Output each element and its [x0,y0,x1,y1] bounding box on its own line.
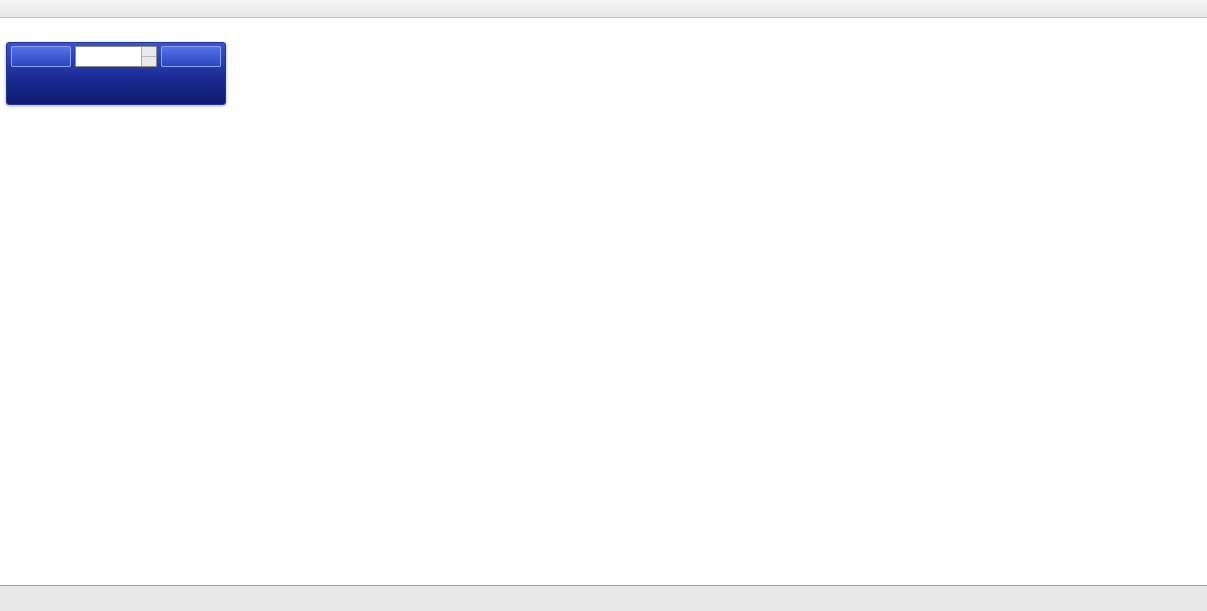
lot-spinner [141,47,156,66]
sell-price [13,69,15,101]
buy-price [217,69,219,101]
chart-tabs-bar [0,585,1207,611]
lot-size-value [76,47,141,66]
lot-size-field[interactable] [75,46,157,67]
timeframe-toolbar [0,0,1207,18]
lot-decrease-icon[interactable] [142,57,156,66]
sell-button[interactable] [11,46,71,67]
chart-info-line [8,23,14,37]
lot-increase-icon[interactable] [142,47,156,57]
buy-button[interactable] [161,46,221,67]
one-click-trading-panel [6,42,226,105]
